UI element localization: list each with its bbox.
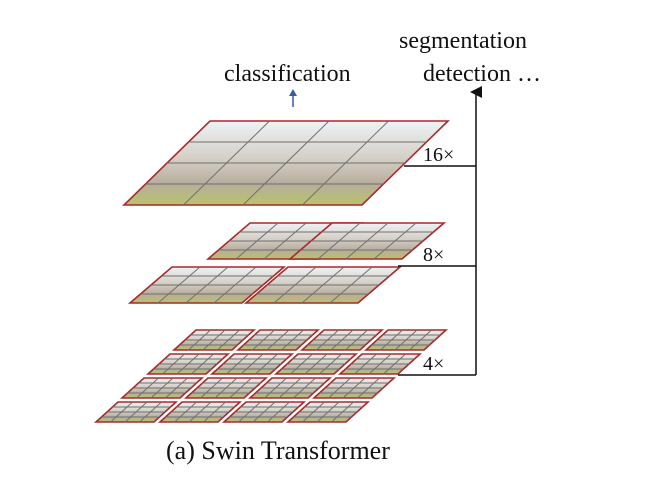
scale-label-16x: 16× — [423, 144, 454, 166]
patch-4x-r3c4 — [311, 377, 397, 399]
patch-4x-r2c4 — [337, 353, 423, 375]
classification-arrow — [289, 89, 297, 107]
patch-4x-r1c1 — [171, 329, 257, 351]
stage-8x-feature-map — [127, 222, 447, 304]
stage-16x-feature-map — [122, 120, 450, 206]
patch-4x-r1c4 — [363, 329, 449, 351]
classification-label: classification — [224, 61, 351, 87]
detection-label: detection … — [423, 61, 541, 87]
patch-4x-r4c3 — [221, 401, 307, 423]
patch-4x-r4c2 — [157, 401, 243, 423]
patch-8x-2 — [287, 222, 447, 260]
figure-caption: (a) Swin Transformer — [166, 436, 390, 465]
patch-8x-3 — [127, 266, 287, 304]
patch-4x-r4c4 — [285, 401, 371, 423]
patch-4x-r2c1 — [145, 353, 231, 375]
patch-8x-4 — [243, 266, 403, 304]
patch-4x-r2c3 — [273, 353, 359, 375]
scale-label-8x: 8× — [423, 244, 444, 266]
stage-4x-feature-map — [93, 329, 449, 423]
patch-16x — [122, 120, 450, 206]
patch-4x-r4c1 — [93, 401, 179, 423]
patch-4x-r3c2 — [183, 377, 269, 399]
scale-label-4x: 4× — [423, 353, 444, 375]
output-connectors — [398, 86, 482, 376]
patch-4x-r1c2 — [235, 329, 321, 351]
patch-4x-r1c3 — [299, 329, 385, 351]
segmentation-label: segmentation — [399, 28, 527, 54]
patch-4x-r2c2 — [209, 353, 295, 375]
patch-4x-r3c1 — [119, 377, 205, 399]
patch-4x-r3c3 — [247, 377, 333, 399]
